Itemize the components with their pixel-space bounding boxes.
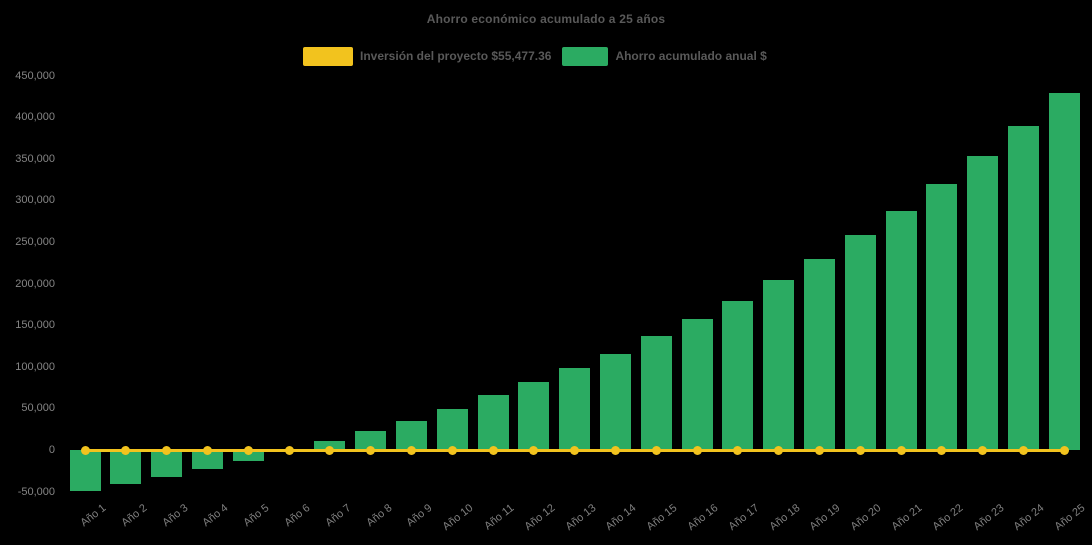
y-axis-tick-label: 250,000: [15, 236, 55, 248]
bar-año-20[interactable]: [844, 235, 876, 450]
bar-año-8[interactable]: [355, 430, 387, 450]
investment-line-marker-icon[interactable]: [610, 445, 620, 455]
bar-año-19[interactable]: [803, 258, 835, 450]
y-axis-tick-label: 400,000: [15, 111, 55, 124]
bar-año-7[interactable]: [314, 440, 346, 450]
investment-line-marker-icon[interactable]: [1059, 445, 1069, 455]
bar-año-25[interactable]: [1048, 92, 1080, 450]
investment-line-marker-icon[interactable]: [1018, 445, 1028, 455]
bar-año-17[interactable]: [722, 300, 754, 450]
bar-año-9[interactable]: [395, 420, 427, 450]
bar-año-16[interactable]: [681, 318, 713, 450]
bar-año-24[interactable]: [1007, 126, 1039, 450]
investment-line-marker-icon[interactable]: [814, 445, 824, 455]
y-axis-tick-label: 0: [48, 444, 55, 456]
y-axis-tick-label: -50,000: [17, 485, 55, 498]
bar-año-4[interactable]: [191, 450, 223, 469]
y-axis-tick-label: 200,000: [15, 277, 55, 290]
investment-line-marker-icon[interactable]: [406, 445, 416, 455]
y-axis-tick-label: 300,000: [15, 194, 55, 207]
investment-line-marker-icon[interactable]: [325, 445, 335, 455]
investment-line-marker-icon[interactable]: [896, 445, 906, 455]
y-axis-tick-label: 450,000: [15, 69, 55, 82]
bar-año-13[interactable]: [559, 367, 591, 450]
investment-line-marker-icon[interactable]: [366, 445, 376, 455]
legend-label-savings: Ahorro acumulado anual $: [615, 49, 767, 63]
bar-año-12[interactable]: [518, 382, 550, 450]
bar-año-10[interactable]: [436, 408, 468, 450]
y-axis-tick-label: 350,000: [15, 152, 55, 165]
bar-año-23[interactable]: [967, 155, 999, 450]
investment-line-marker-icon[interactable]: [162, 445, 172, 455]
investment-line-marker-icon[interactable]: [733, 445, 743, 455]
investment-line-marker-icon[interactable]: [80, 445, 90, 455]
chart-title: Ahorro económico acumulado a 25 años: [426, 12, 666, 26]
legend-swatch-savings-icon: [562, 46, 609, 66]
legend-item-savings[interactable]: Ahorro acumulado anual $: [562, 46, 767, 66]
bar-año-22[interactable]: [926, 184, 958, 450]
y-axis-tick-label: 50,000: [21, 402, 55, 415]
investment-line-marker-icon[interactable]: [937, 445, 947, 455]
investment-line-marker-icon[interactable]: [284, 445, 294, 455]
investment-line-marker-icon[interactable]: [978, 445, 988, 455]
bar-año-5[interactable]: [232, 450, 264, 461]
y-axis-tick-label: 150,000: [15, 319, 55, 332]
bar-año-11[interactable]: [477, 395, 509, 450]
y-axis-tick-label: 100,000: [15, 360, 55, 373]
bar-año-14[interactable]: [599, 353, 631, 450]
investment-line-marker-icon[interactable]: [243, 445, 253, 455]
bar-año-15[interactable]: [640, 336, 672, 450]
investment-line-marker-icon[interactable]: [855, 445, 865, 455]
investment-line-marker-icon[interactable]: [447, 445, 457, 455]
investment-line-marker-icon[interactable]: [488, 445, 498, 455]
legend-label-investment: Inversión del proyecto $55,477.36: [360, 49, 552, 63]
legend-item-investment[interactable]: Inversión del proyecto $55,477.36: [303, 46, 552, 66]
investment-line-marker-icon[interactable]: [692, 445, 702, 455]
bar-año-21[interactable]: [885, 210, 917, 450]
investment-line-marker-icon[interactable]: [570, 445, 580, 455]
investment-line-marker-icon[interactable]: [121, 445, 131, 455]
bar-año-18[interactable]: [763, 280, 795, 450]
bar-año-3[interactable]: [151, 450, 183, 478]
investment-line-marker-icon[interactable]: [529, 445, 539, 455]
legend: Inversión del proyecto $55,477.36 Ahorro…: [303, 46, 767, 66]
bar-año-2[interactable]: [110, 450, 142, 485]
legend-swatch-investment-icon: [303, 46, 353, 66]
investment-line-marker-icon[interactable]: [651, 445, 661, 455]
investment-line-marker-icon[interactable]: [202, 445, 212, 455]
investment-line-marker-icon[interactable]: [774, 445, 784, 455]
bar-año-1[interactable]: [69, 450, 101, 491]
